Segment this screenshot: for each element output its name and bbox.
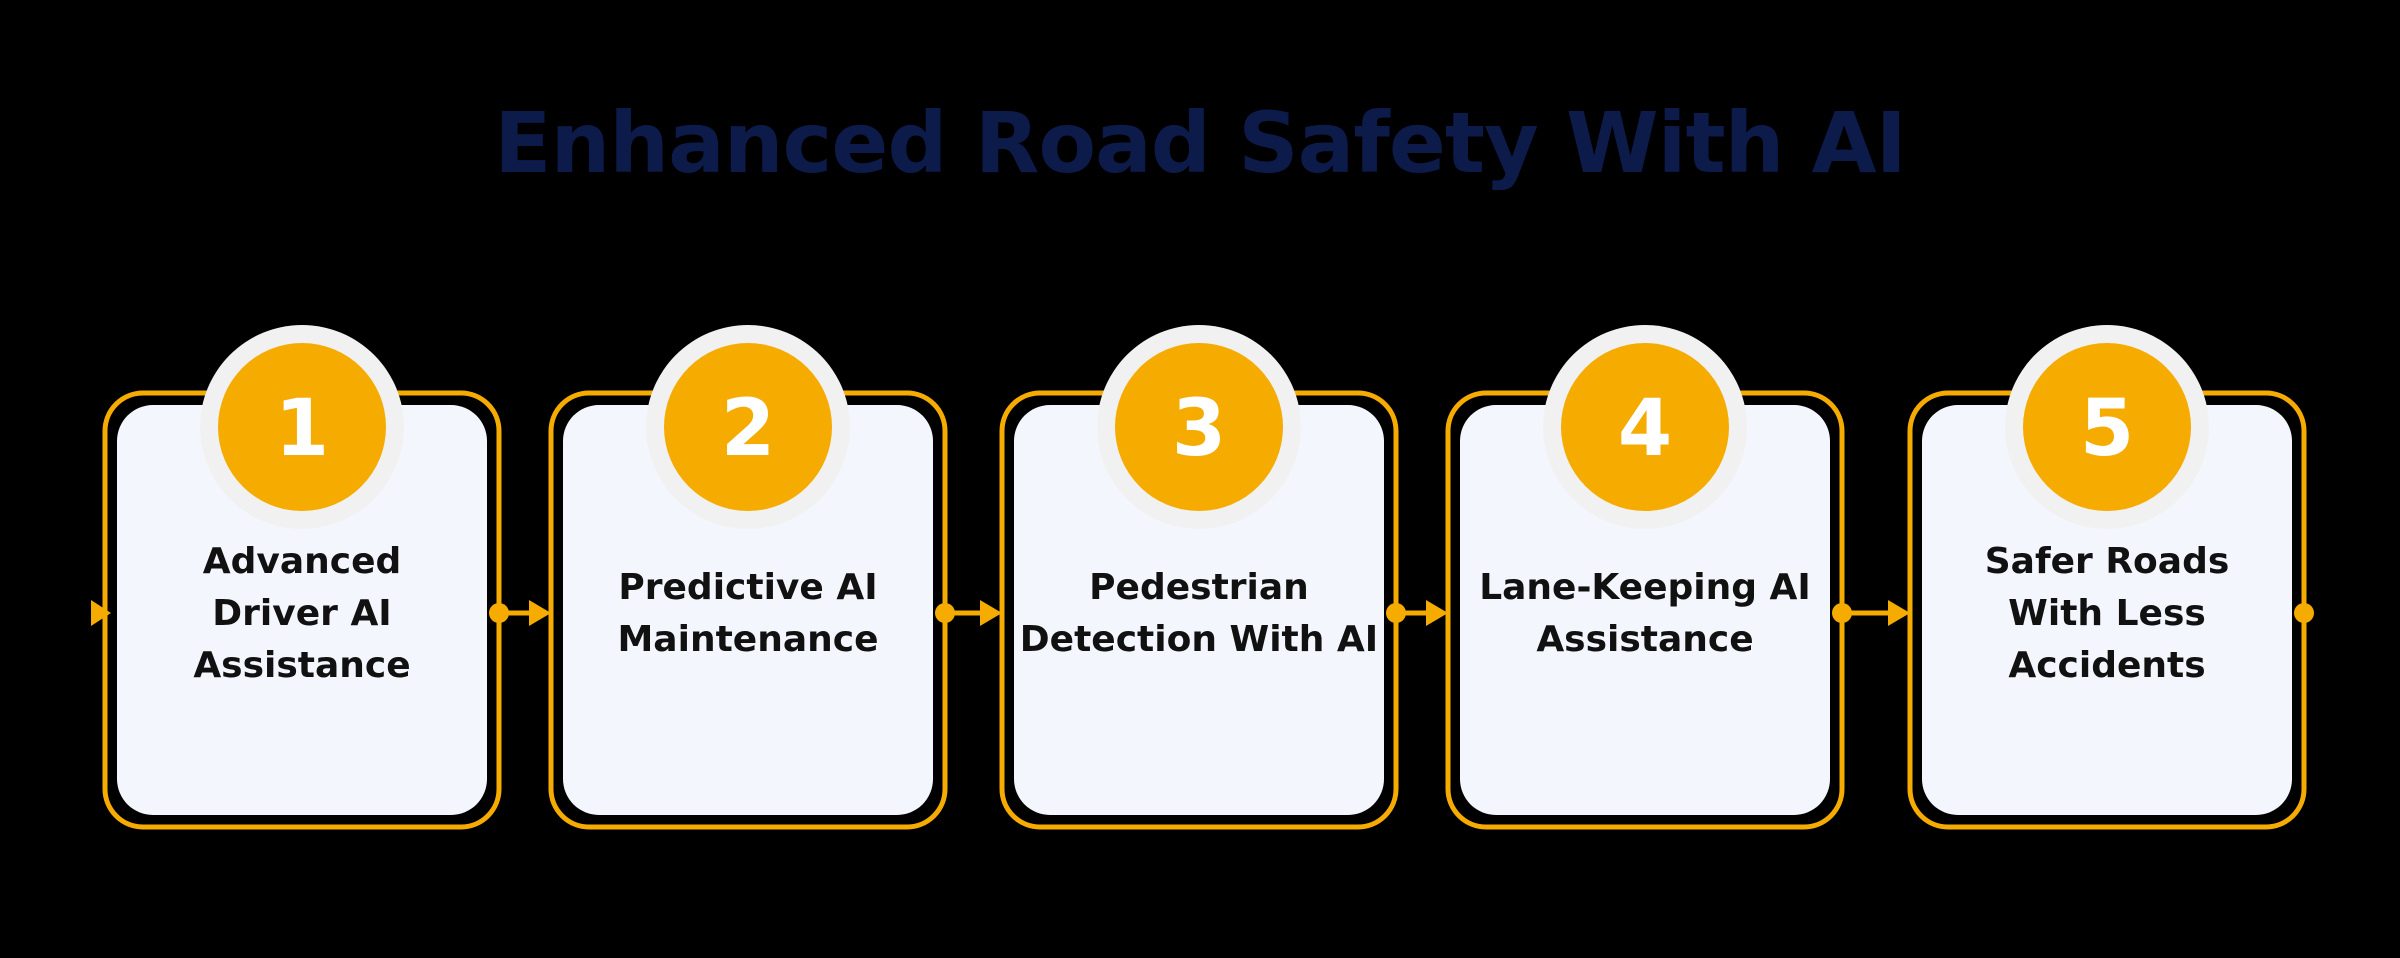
connector-arrow [1832,600,1910,626]
step-number: 2 [721,384,775,474]
arrow-head-icon [1426,600,1448,626]
step-number: 3 [1172,384,1226,474]
step-number: 4 [1618,384,1672,474]
step-label-line: Lane-Keeping AI [1479,567,1811,608]
card-body [117,405,487,815]
step-badge [1115,343,1283,511]
step-label-line: Driver AI [212,593,391,634]
card-body [1014,405,1384,815]
step-number: 5 [2080,384,2134,474]
step-label-line: Maintenance [617,619,878,660]
step-card: 3 Pedestrian Detection With AI [999,325,1399,830]
step-label-line: Safer Roads [1985,541,2230,582]
connectors [91,600,2314,626]
arrow-head-icon [529,600,551,626]
step-card: 4 Lane-Keeping AI Assistance [1445,325,1845,830]
step-badge [218,343,386,511]
arrow-head-icon [1888,600,1910,626]
step-card: 1 Advanced Driver AI Assistance [102,325,502,830]
step-badge [2023,343,2191,511]
step-label-line: Pedestrian [1089,567,1309,608]
step-label-line: Assistance [193,645,410,686]
step-card: 5 Safer Roads With Less Accidents [1907,325,2307,830]
step-label-line: With Less [2008,593,2206,634]
step-label-line: Accidents [2008,645,2205,686]
step-label-line: Assistance [1536,619,1753,660]
step-label-line: Predictive AI [618,567,877,608]
step-label-line: Advanced [203,541,402,582]
step-badge [664,343,832,511]
step-card: 2 Predictive AI Maintenance [548,325,948,830]
step-badge [1561,343,1729,511]
step-cards: 1 Advanced Driver AI Assistance 2 Predictive … [102,325,2307,830]
step-label-line: Detection With AI [1020,619,1378,660]
card-body [1922,405,2292,815]
page-title: Enhanced Road Safety With AI [494,94,1907,192]
arrow-head-icon [980,600,1002,626]
card-body [563,405,933,815]
step-number: 1 [275,384,329,474]
arrow-head-icon [91,600,111,626]
card-body [1460,405,1830,815]
